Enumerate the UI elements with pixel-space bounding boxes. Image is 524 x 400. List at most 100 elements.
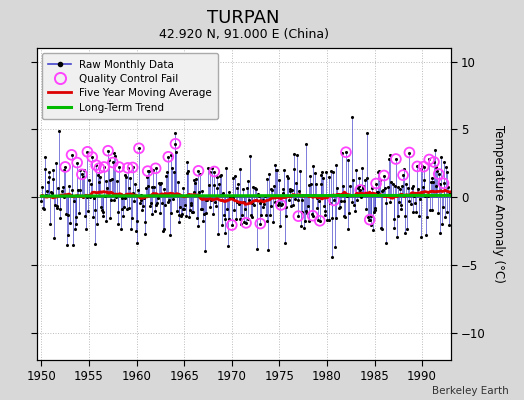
Point bbox=[322, 169, 330, 176]
Point bbox=[202, 209, 211, 216]
Point bbox=[295, 187, 303, 194]
Point bbox=[330, 197, 339, 204]
Point bbox=[101, 193, 109, 199]
Point bbox=[164, 154, 172, 160]
Point bbox=[227, 222, 236, 228]
Point bbox=[364, 214, 373, 220]
Point bbox=[212, 203, 220, 210]
Point bbox=[426, 207, 434, 214]
Point bbox=[99, 209, 107, 215]
Point bbox=[437, 154, 445, 160]
Point bbox=[400, 230, 409, 236]
Point bbox=[74, 209, 83, 216]
Point bbox=[49, 176, 58, 182]
Point bbox=[80, 167, 89, 174]
Point bbox=[61, 164, 69, 170]
Point bbox=[100, 164, 108, 170]
Point bbox=[373, 189, 381, 196]
Point bbox=[40, 154, 49, 160]
Point bbox=[271, 199, 280, 205]
Point bbox=[122, 172, 130, 178]
Point bbox=[71, 225, 79, 232]
Point bbox=[198, 206, 206, 212]
Point bbox=[124, 165, 132, 171]
Point bbox=[88, 154, 96, 160]
Point bbox=[50, 235, 58, 241]
Point bbox=[406, 192, 414, 198]
Point bbox=[178, 211, 186, 218]
Point bbox=[91, 207, 100, 214]
Point bbox=[244, 216, 252, 222]
Point bbox=[191, 179, 200, 186]
Point bbox=[85, 194, 94, 201]
Point bbox=[254, 191, 262, 197]
Point bbox=[164, 154, 172, 160]
Point bbox=[315, 198, 323, 204]
Point bbox=[257, 212, 265, 218]
Point bbox=[270, 161, 279, 168]
Point bbox=[150, 207, 159, 214]
Point bbox=[144, 168, 152, 174]
Point bbox=[360, 190, 368, 196]
Point bbox=[347, 114, 356, 120]
Point bbox=[421, 192, 430, 199]
Point bbox=[132, 228, 140, 234]
Point bbox=[275, 199, 283, 206]
Text: 42.920 N, 91.000 E (China): 42.920 N, 91.000 E (China) bbox=[159, 28, 329, 41]
Point bbox=[261, 193, 269, 200]
Point bbox=[173, 179, 182, 186]
Point bbox=[73, 159, 81, 166]
Point bbox=[204, 182, 213, 188]
Point bbox=[298, 208, 307, 215]
Point bbox=[301, 218, 309, 224]
Point bbox=[79, 194, 87, 201]
Point bbox=[104, 148, 112, 154]
Point bbox=[248, 200, 257, 206]
Point bbox=[413, 163, 421, 170]
Point bbox=[119, 213, 127, 219]
Point bbox=[155, 180, 163, 186]
Point bbox=[232, 185, 241, 192]
Point bbox=[401, 212, 410, 219]
Point bbox=[405, 198, 413, 204]
Point bbox=[403, 226, 411, 232]
Point bbox=[213, 174, 222, 180]
Point bbox=[341, 214, 350, 220]
Point bbox=[229, 175, 237, 181]
Point bbox=[182, 213, 190, 219]
Point bbox=[320, 212, 329, 218]
Point bbox=[385, 156, 393, 162]
Point bbox=[300, 224, 308, 231]
Point bbox=[78, 171, 86, 178]
Point bbox=[217, 192, 226, 198]
Point bbox=[63, 232, 72, 238]
Point bbox=[359, 185, 368, 191]
Point bbox=[125, 205, 133, 211]
Point bbox=[358, 182, 367, 189]
Point bbox=[86, 193, 95, 199]
Point bbox=[405, 149, 413, 156]
Point bbox=[208, 165, 216, 171]
Point bbox=[82, 226, 90, 232]
Point bbox=[127, 226, 135, 232]
Point bbox=[403, 185, 412, 191]
Point bbox=[187, 200, 195, 206]
Point bbox=[141, 231, 149, 237]
Point bbox=[275, 176, 283, 183]
Point bbox=[432, 164, 441, 170]
Point bbox=[379, 187, 387, 194]
Point bbox=[42, 192, 50, 198]
Point bbox=[267, 203, 276, 209]
Point bbox=[215, 181, 223, 188]
Point bbox=[53, 205, 61, 211]
Point bbox=[237, 221, 245, 227]
Point bbox=[315, 218, 324, 224]
Point bbox=[226, 194, 234, 200]
Point bbox=[194, 168, 203, 174]
Point bbox=[196, 206, 205, 212]
Point bbox=[312, 205, 321, 211]
Point bbox=[427, 179, 435, 185]
Point bbox=[263, 176, 271, 182]
Point bbox=[198, 188, 206, 194]
Point bbox=[294, 213, 302, 219]
